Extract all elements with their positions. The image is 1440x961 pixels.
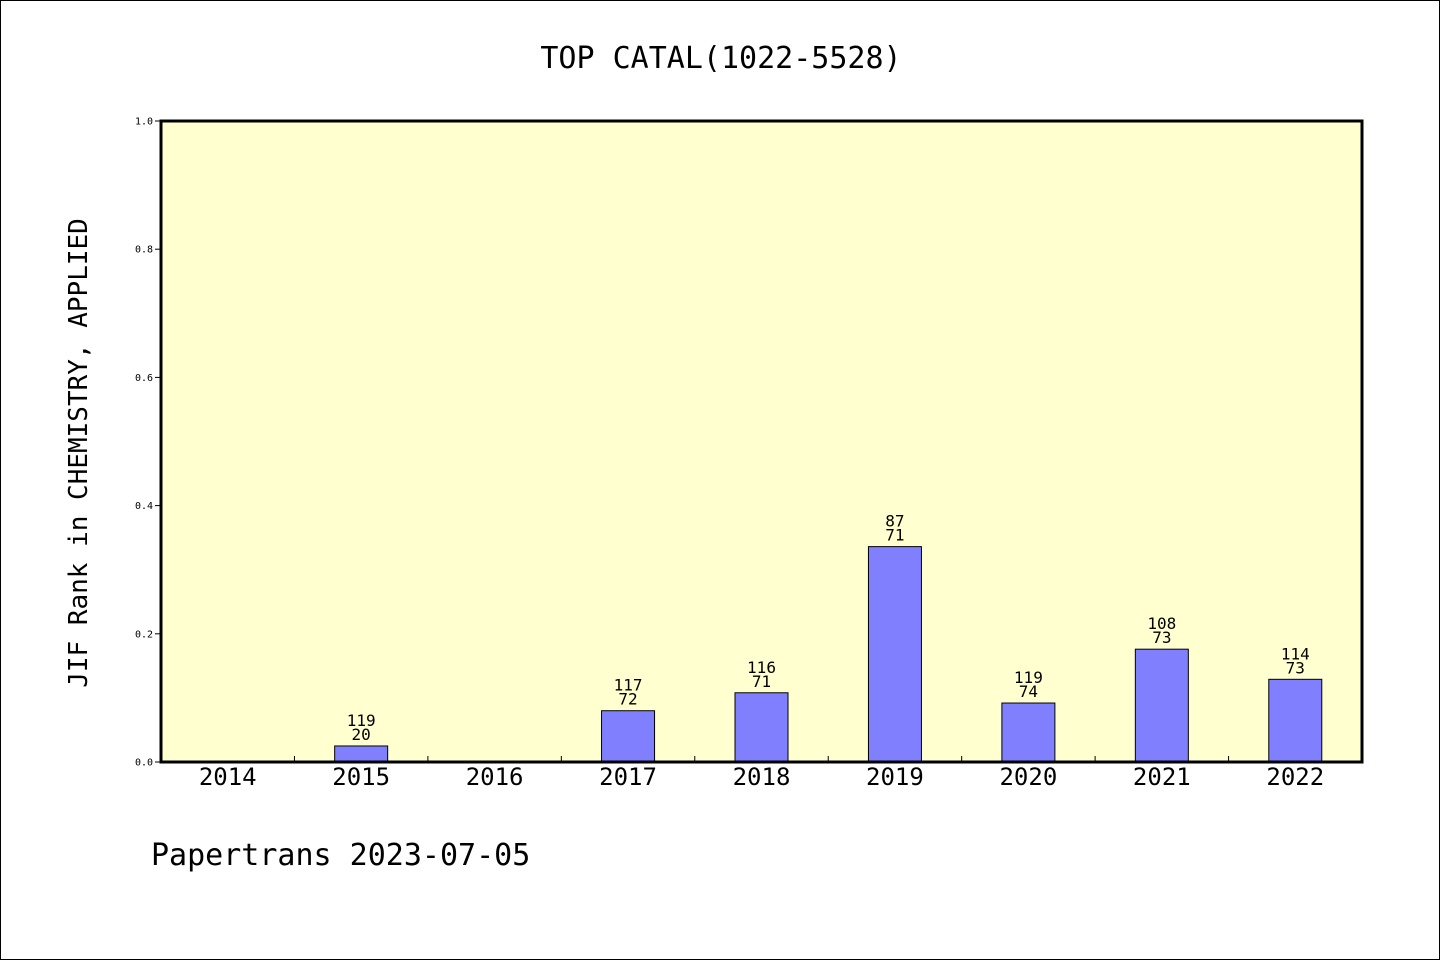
x-tick-label: 2020 [999,763,1057,791]
bar-2019 [867,546,922,763]
y-tick-label: 0.4 [135,501,153,512]
x-tick-label: 2021 [1133,763,1191,791]
y-tick-label: 0.8 [135,245,153,256]
bar-2022 [1268,678,1323,763]
x-axis: 2014 2015 2016 2017 2018 2019 2020 2021 2022 [160,756,1363,791]
chart-title: TOP CATAL(1022-5528) [540,41,901,76]
y-tick-label: 0.6 [135,373,153,384]
bar-total-label: 87 [885,512,904,531]
bar-rank-label: 72 [618,690,637,709]
x-tick-label: 2017 [599,763,657,791]
footer-text: Papertrans 2023-07-05 [151,838,530,873]
bar-total-label: 117 [614,676,643,695]
x-tick-label: 2016 [466,763,524,791]
x-tick-label: 2018 [733,763,791,791]
x-tick-label: 2022 [1266,763,1324,791]
y-tick-label: 0.0 [135,758,153,769]
y-axis-label: JIF Rank in CHEMISTRY, APPLIED [64,218,94,688]
x-tick-label: 2019 [866,763,924,791]
bar-rank-label: 71 [752,672,771,691]
bar-total-label: 116 [747,658,776,677]
bar-total-label: 119 [347,711,376,730]
bar-2020 [1001,702,1056,763]
bar-rank-label: 20 [352,725,371,744]
y-axis: 0.0 0.2 0.4 0.6 0.8 1.0 [135,117,161,769]
bar-rank-label: 73 [1286,658,1305,677]
bar-rank-label: 74 [1019,682,1038,701]
x-tick-label: 2015 [332,763,390,791]
x-tick-label: 2014 [199,763,257,791]
bar-total-label: 119 [1014,668,1043,687]
bar-2017 [601,710,656,763]
plot-border [159,119,1364,764]
bar-rank-label: 71 [885,526,904,545]
bar-2015 [334,745,389,763]
bar-rank-label: 73 [1152,628,1171,647]
bar-2021 [1134,648,1189,763]
y-tick-label: 1.0 [135,117,153,128]
bars-layer [334,546,1323,763]
bar-2018 [734,692,789,763]
bar-total-label: 114 [1281,644,1310,663]
bar-total-label: 108 [1147,614,1176,633]
y-tick-label: 0.2 [135,629,153,640]
